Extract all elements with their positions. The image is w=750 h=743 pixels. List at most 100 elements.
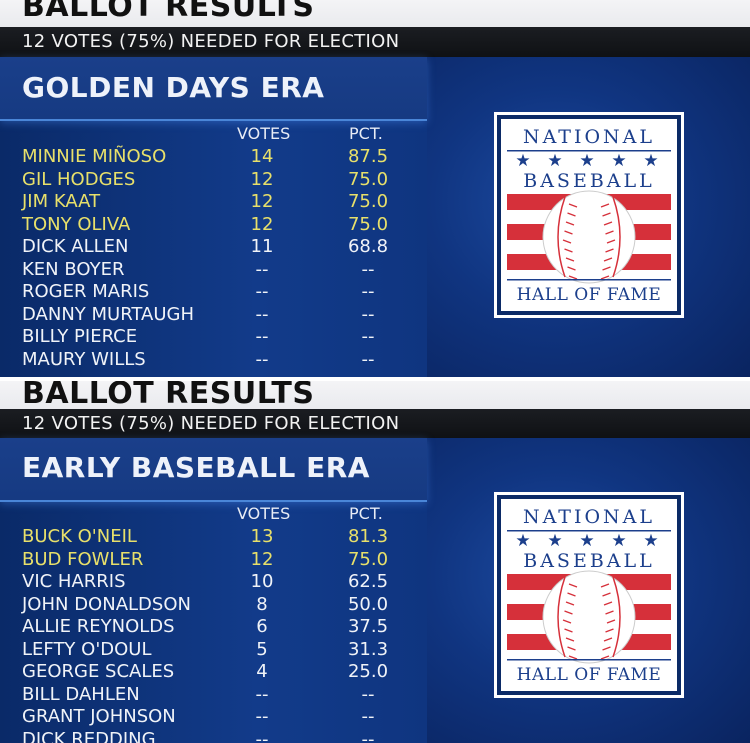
result-row: BILLY PIERCE -- -- <box>0 326 427 349</box>
svg-text:★: ★ <box>515 531 530 551</box>
candidate-name: DICK ALLEN <box>22 236 129 257</box>
result-row: TONY OLIVA 12 75.0 <box>0 214 427 237</box>
ballot-panel-early-baseball: BALLOT RESULTS 12 VOTES (75%) NEEDED FOR… <box>0 381 750 743</box>
candidate-name: GRANT JOHNSON <box>22 706 176 727</box>
logo-text-baseball: BASEBALL <box>523 550 655 572</box>
candidate-name: GEORGE SCALES <box>22 661 175 682</box>
candidate-name: ALLIE REYNOLDS <box>22 616 175 637</box>
vote-percentage: 68.8 <box>347 236 389 257</box>
vote-percentage: 31.3 <box>347 638 389 660</box>
election-threshold: 12 VOTES (75%) NEEDED FOR ELECTION <box>22 31 400 52</box>
result-row: JOHN DONALDSON 8 50.0 <box>0 594 427 617</box>
result-row: JIM KAAT 12 75.0 <box>0 191 427 214</box>
svg-text:★: ★ <box>579 531 594 551</box>
vote-count: 12 <box>250 548 274 570</box>
result-row: GRANT JOHNSON -- -- <box>0 706 427 729</box>
vote-percentage: 37.5 <box>347 616 389 637</box>
vote-count: -- <box>255 683 269 705</box>
result-row: KEN BOYER -- -- <box>0 259 427 282</box>
ballot-title: BALLOT RESULTS <box>22 381 315 411</box>
svg-text:★: ★ <box>643 531 658 551</box>
election-threshold: 12 VOTES (75%) NEEDED FOR ELECTION <box>22 413 400 434</box>
era-band: EARLY BASEBALL ERA <box>0 438 427 502</box>
ballot-header: BALLOT RESULTS 12 VOTES (75%) NEEDED FOR… <box>0 0 750 57</box>
candidate-name: TONY OLIVA <box>22 213 131 235</box>
baseball-icon <box>542 190 636 284</box>
vote-count: 5 <box>256 638 268 660</box>
logo-text-hall-of-fame: HALL OF FAME <box>517 665 662 685</box>
vote-percentage: -- <box>361 728 375 743</box>
vote-percentage: 81.3 <box>347 526 389 547</box>
vote-count: 12 <box>250 168 274 190</box>
logo-graphic: NATIONAL ★ ★ ★ ★ ★BASEBALL HALL OF FAME <box>501 119 677 311</box>
vote-percentage: -- <box>361 303 375 325</box>
candidate-name: BILLY PIERCE <box>22 326 138 347</box>
candidate-name: BILL DAHLEN <box>22 683 140 705</box>
vote-percentage: 75.0 <box>347 548 389 570</box>
result-row: DANNY MURTAUGH -- -- <box>0 304 427 327</box>
svg-text:★: ★ <box>547 151 562 171</box>
candidate-name: LEFTY O'DOUL <box>22 638 152 660</box>
candidate-name: JOHN DONALDSON <box>22 593 191 615</box>
votes-column-header: VOTES <box>237 124 291 143</box>
vote-count: 11 <box>250 236 274 257</box>
vote-percentage: 75.0 <box>347 213 389 235</box>
hall-of-fame-logo: NATIONAL ★ ★ ★ ★ ★ BASEBALL HALL OF FAME <box>494 112 684 318</box>
vote-percentage: 75.0 <box>347 168 389 190</box>
result-row: ROGER MARIS -- -- <box>0 281 427 304</box>
candidate-name: GIL HODGES <box>22 168 136 190</box>
ballot-panel-golden-days: BALLOT RESULTS 12 VOTES (75%) NEEDED FOR… <box>0 0 750 377</box>
svg-text:★: ★ <box>643 151 658 171</box>
vote-count: -- <box>255 303 269 325</box>
vote-percentage: -- <box>361 281 375 302</box>
vote-count: 8 <box>256 593 268 615</box>
vote-count: -- <box>255 326 269 347</box>
candidate-name: MINNIE MIÑOSO <box>22 146 167 167</box>
result-row: DICK REDDING -- -- <box>0 729 427 743</box>
pct-column-header: PCT. <box>349 504 383 523</box>
vote-percentage: 25.0 <box>347 661 389 682</box>
vote-percentage: -- <box>361 683 375 705</box>
era-title: EARLY BASEBALL ERA <box>22 451 370 484</box>
vote-count: 4 <box>256 661 268 682</box>
result-row: DICK ALLEN 11 68.8 <box>0 236 427 259</box>
pct-column-header: PCT. <box>349 124 383 143</box>
era-band: GOLDEN DAYS ERA <box>0 57 427 121</box>
logo-text-hall-of-fame: HALL OF FAME <box>517 285 662 305</box>
candidate-name: BUCK O'NEIL <box>22 526 137 547</box>
logo-graphic: NATIONAL ★ ★ ★ ★ ★BASEBALL HALL OF FAME <box>501 499 677 691</box>
result-row: BILL DAHLEN -- -- <box>0 684 427 707</box>
vote-percentage: -- <box>361 258 375 280</box>
logo-text-baseball: BASEBALL <box>523 170 655 192</box>
svg-text:★: ★ <box>579 151 594 171</box>
vote-count: -- <box>255 281 269 302</box>
result-row: LEFTY O'DOUL 5 31.3 <box>0 639 427 662</box>
result-row: MINNIE MIÑOSO 14 87.5 <box>0 146 427 169</box>
result-row: MAURY WILLS -- -- <box>0 349 427 372</box>
vote-percentage: 87.5 <box>347 146 389 167</box>
vote-count: -- <box>255 728 269 743</box>
ballot-header: BALLOT RESULTS 12 VOTES (75%) NEEDED FOR… <box>0 381 750 438</box>
logo-text-national: NATIONAL <box>523 506 655 528</box>
results-list: BUCK O'NEIL 13 81.3 BUD FOWLER 12 75.0 VIC HAR… <box>0 526 427 743</box>
vote-percentage: 62.5 <box>347 571 389 592</box>
svg-text:★: ★ <box>547 531 562 551</box>
votes-column-header: VOTES <box>237 504 291 523</box>
vote-count: 12 <box>250 213 274 235</box>
vote-count: -- <box>255 706 269 727</box>
result-row: GIL HODGES 12 75.0 <box>0 169 427 192</box>
vote-percentage: -- <box>361 326 375 347</box>
result-row: VIC HARRIS 10 62.5 <box>0 571 427 594</box>
vote-count: -- <box>255 258 269 280</box>
result-row: ALLIE REYNOLDS 6 37.5 <box>0 616 427 639</box>
candidate-name: ROGER MARIS <box>22 281 150 302</box>
vote-count: 12 <box>250 191 274 212</box>
results-list: MINNIE MIÑOSO 14 87.5 GIL HODGES 12 75.0 JIM K… <box>0 146 427 371</box>
svg-text:★: ★ <box>515 151 530 171</box>
result-row: GEORGE SCALES 4 25.0 <box>0 661 427 684</box>
candidate-name: VIC HARRIS <box>22 571 126 592</box>
vote-count: 10 <box>250 571 274 592</box>
svg-text:★: ★ <box>611 151 626 171</box>
vote-count: 13 <box>250 526 274 547</box>
svg-text:★: ★ <box>611 531 626 551</box>
